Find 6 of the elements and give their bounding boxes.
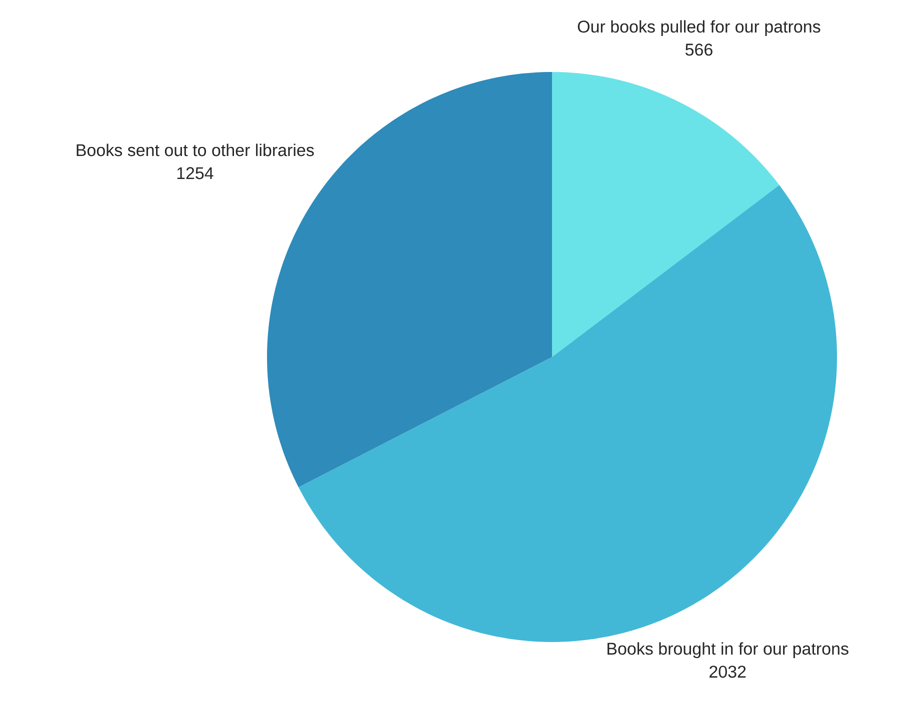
slice-label: Our books pulled for our patrons xyxy=(578,20,820,36)
data-label: 566 xyxy=(685,44,712,56)
slice-label: Books sent out to other libraries xyxy=(76,144,314,156)
data-label: 1254 xyxy=(177,167,214,180)
data-label: 2032 xyxy=(710,666,746,678)
slice-label: Books brought in for our patrons xyxy=(608,642,848,658)
